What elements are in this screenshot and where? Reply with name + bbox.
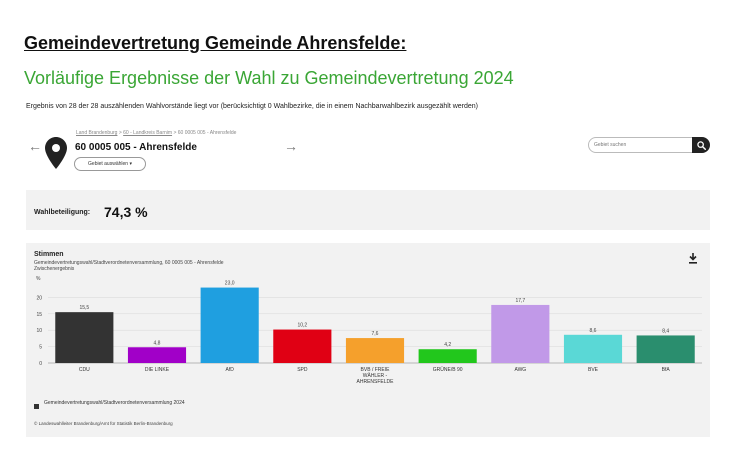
turnout-panel: Wahlbeteiligung: 74,3 % <box>26 190 710 230</box>
breadcrumb-separator: > <box>118 130 122 136</box>
next-area-arrow-icon[interactable]: → <box>284 138 298 154</box>
source-credit: © Landeswahlleiter Brandenburg/Amt für S… <box>34 421 173 426</box>
chart-status: Zwischenergebnis <box>34 266 75 272</box>
bar-value-label: 17,7 <box>515 298 525 304</box>
turnout-label: Wahlbeteiligung: <box>34 209 91 216</box>
legend-swatch <box>34 404 39 409</box>
bar-value-label: 23,0 <box>225 281 235 287</box>
breadcrumb-item-land[interactable]: Land Brandenburg <box>76 130 118 136</box>
area-title: 60 0005 005 - Ahrensfelde <box>75 142 197 153</box>
bar-7 <box>491 304 550 363</box>
turnout-value: 74,3 % <box>104 204 148 220</box>
x-tick-label: WÄHLER - <box>363 372 388 379</box>
bar-value-label: 15,5 <box>79 305 89 311</box>
search-icon <box>696 140 706 150</box>
bar-value-label: 4,8 <box>154 340 161 346</box>
votes-chart-panel: Stimmen Gemeindevertretungswahl/Stadtver… <box>26 243 710 437</box>
previous-area-arrow-icon[interactable]: ← <box>28 138 42 154</box>
x-tick-label: BVE <box>588 367 599 373</box>
page-subheading: Vorläufige Ergebnisse der Wahl zu Gemein… <box>24 68 514 88</box>
results-status-text: Ergebnis von 28 der 28 auszählenden Wahl… <box>26 103 479 110</box>
breadcrumb-item-current: 60 0005 005 - Ahrensfelde <box>177 130 237 136</box>
y-axis-unit: % <box>36 276 41 282</box>
bar-value-label: 8,6 <box>590 328 597 334</box>
bar-value-label: 7,6 <box>372 331 379 337</box>
y-tick-label: 0 <box>39 361 42 367</box>
x-tick-label: GRÜNE/B 90 <box>433 366 463 373</box>
bar-9 <box>636 335 695 363</box>
x-tick-label: AHRENSFELDE <box>357 379 395 385</box>
area-search-input[interactable] <box>588 137 694 153</box>
x-tick-label: DIE LINKE <box>145 367 170 373</box>
bar-chart: % 0 5 10 15 20 15,5 CDU 4,8 DIE LINKE 23,0 AfD 10,2 S… <box>36 276 702 385</box>
x-tick-label: BVB / FREIE <box>361 367 391 373</box>
search-button[interactable] <box>692 137 710 153</box>
y-tick-label: 20 <box>36 295 42 301</box>
x-tick-label: SPD <box>297 367 308 373</box>
breadcrumb-separator: > <box>173 130 177 136</box>
bar-6 <box>418 349 477 363</box>
bar-1 <box>55 312 114 363</box>
page-heading: Gemeindevertretung Gemeinde Ahrensfelde: <box>24 33 407 53</box>
chart-subtitle: Gemeindevertretungswahl/Stadtverordneten… <box>34 260 224 266</box>
location-pin-icon <box>45 137 67 169</box>
y-tick-label: 10 <box>36 328 42 334</box>
x-tick-label: BfA <box>662 367 671 373</box>
bar-5 <box>345 338 405 363</box>
bar-3 <box>200 287 259 363</box>
breadcrumb: Land Brandenburg > 60 - Landkreis Barnim… <box>76 130 236 136</box>
breadcrumb-item-landkreis[interactable]: 60 - Landkreis Barnim <box>123 130 173 136</box>
legend-label: Gemeindevertretungswahl/Stadtverordneten… <box>44 400 185 406</box>
x-tick-label: AWG <box>514 367 526 373</box>
area-search <box>588 137 710 153</box>
x-tick-label: CDU <box>79 367 90 373</box>
bar-2 <box>127 347 187 363</box>
bar-value-label: 4,2 <box>444 342 451 348</box>
x-tick-label: AfD <box>225 367 234 373</box>
bar-8 <box>563 334 623 363</box>
bar-4 <box>273 329 332 363</box>
bar-value-label: 8,4 <box>662 328 669 334</box>
bar-value-label: 10,2 <box>297 323 307 329</box>
y-tick-label: 15 <box>36 312 42 318</box>
y-tick-label: 5 <box>39 345 42 351</box>
download-icon[interactable] <box>688 253 698 264</box>
select-area-button[interactable]: Gebiet auswählen ▾ <box>74 157 146 171</box>
chart-title: Stimmen <box>34 251 64 258</box>
